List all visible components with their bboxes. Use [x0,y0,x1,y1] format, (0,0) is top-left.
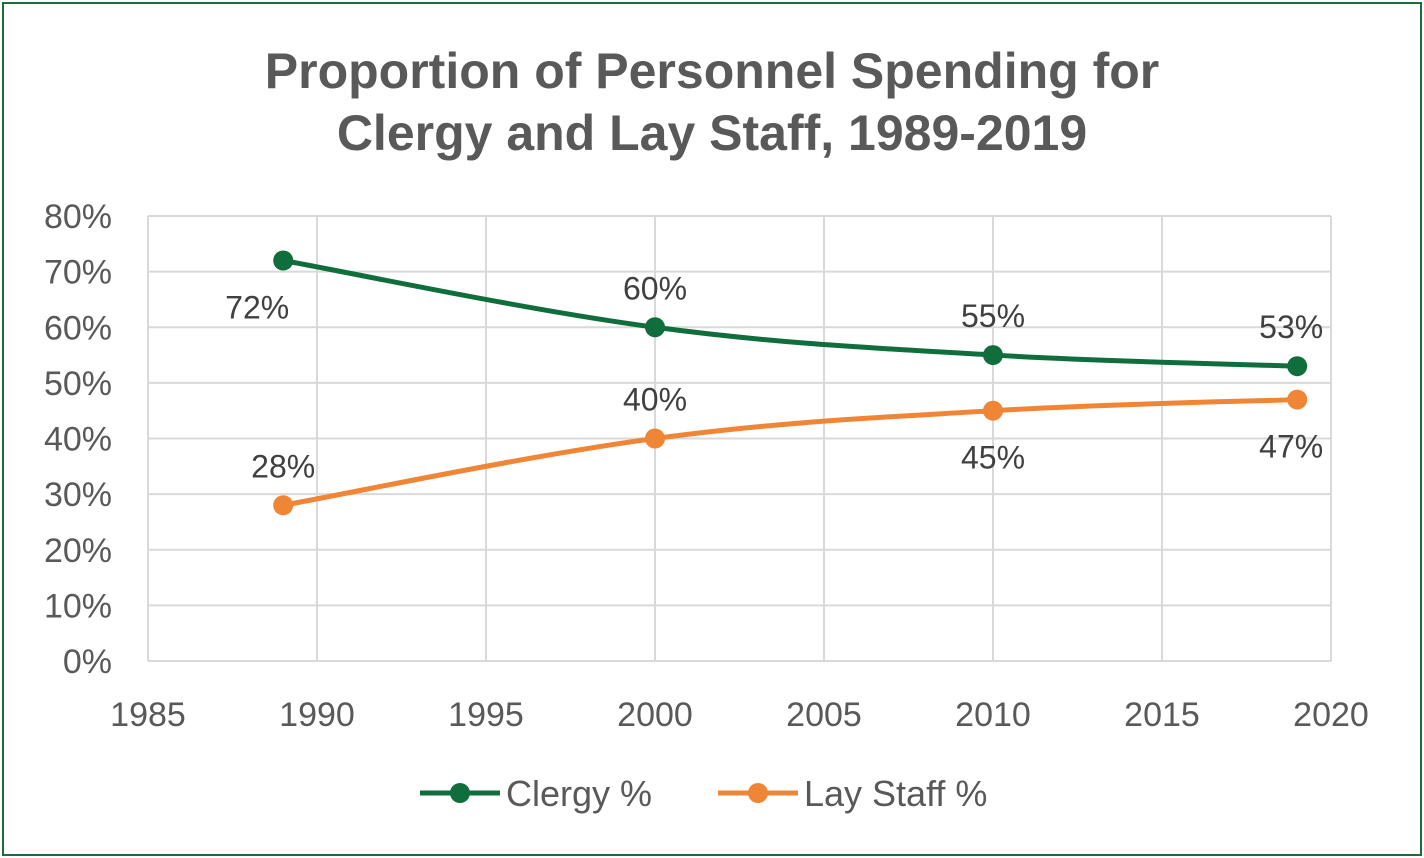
data-labels: 72% 60% 55% 53% 28% 40% 45% 47% [225,270,1323,484]
data-label: 28% [251,448,315,484]
data-point [273,495,294,516]
data-point [273,250,294,271]
x-tick-label: 2005 [786,696,862,734]
x-tick-label: 1995 [448,696,524,734]
series-line-1 [282,397,1298,508]
data-label: 40% [623,382,687,418]
x-tick-label: 2000 [617,696,693,734]
x-tick-label: 2020 [1293,696,1369,734]
y-tick-label: 60% [44,309,112,347]
data-point [1287,389,1308,410]
x-tick-label: 1990 [279,696,355,734]
chart-title-line-1: Proportion of Personnel Spending for [264,43,1160,99]
data-label: 60% [623,270,687,306]
series-line-0 [282,258,1298,369]
data-point [645,428,665,449]
y-tick-label: 80% [44,198,112,236]
chart-title: Proportion of Personnel Spending for Cle… [0,40,1424,164]
y-axis-tick-labels: 0% 10% 20% 30% 40% 50% 60% 70% 80% [44,198,112,681]
y-tick-label: 10% [44,587,112,625]
y-tick-label: 70% [44,254,112,292]
grid-lines [147,215,1332,662]
x-tick-label: 2015 [1124,696,1200,734]
series-lines [282,258,1298,508]
x-axis-tick-labels: 1985 1990 1995 2000 2005 2010 2015 2020 [110,696,1369,734]
data-label: 72% [225,290,289,326]
legend-marker [450,783,470,803]
legend-marker [748,783,768,803]
x-tick-label: 1985 [110,696,186,734]
data-point [1287,356,1308,377]
y-tick-label: 30% [44,476,112,514]
y-tick-label: 40% [44,421,112,459]
chart-title-line-2: Clergy and Lay Staff, 1989-2019 [336,105,1088,161]
data-label: 53% [1259,309,1323,345]
data-label: 47% [1259,429,1323,465]
x-tick-label: 2010 [955,696,1031,734]
series-points [273,250,1308,516]
data-point [983,345,1003,366]
legend: Clergy % Lay Staff % [420,773,987,814]
data-label: 55% [961,298,1025,334]
legend-label: Clergy % [506,773,652,814]
y-tick-label: 50% [44,365,112,403]
data-label: 45% [961,440,1025,476]
y-tick-label: 20% [44,532,112,570]
data-point [983,400,1003,421]
y-tick-label: 0% [63,643,112,681]
legend-label: Lay Staff % [804,773,987,814]
data-point [645,317,665,338]
